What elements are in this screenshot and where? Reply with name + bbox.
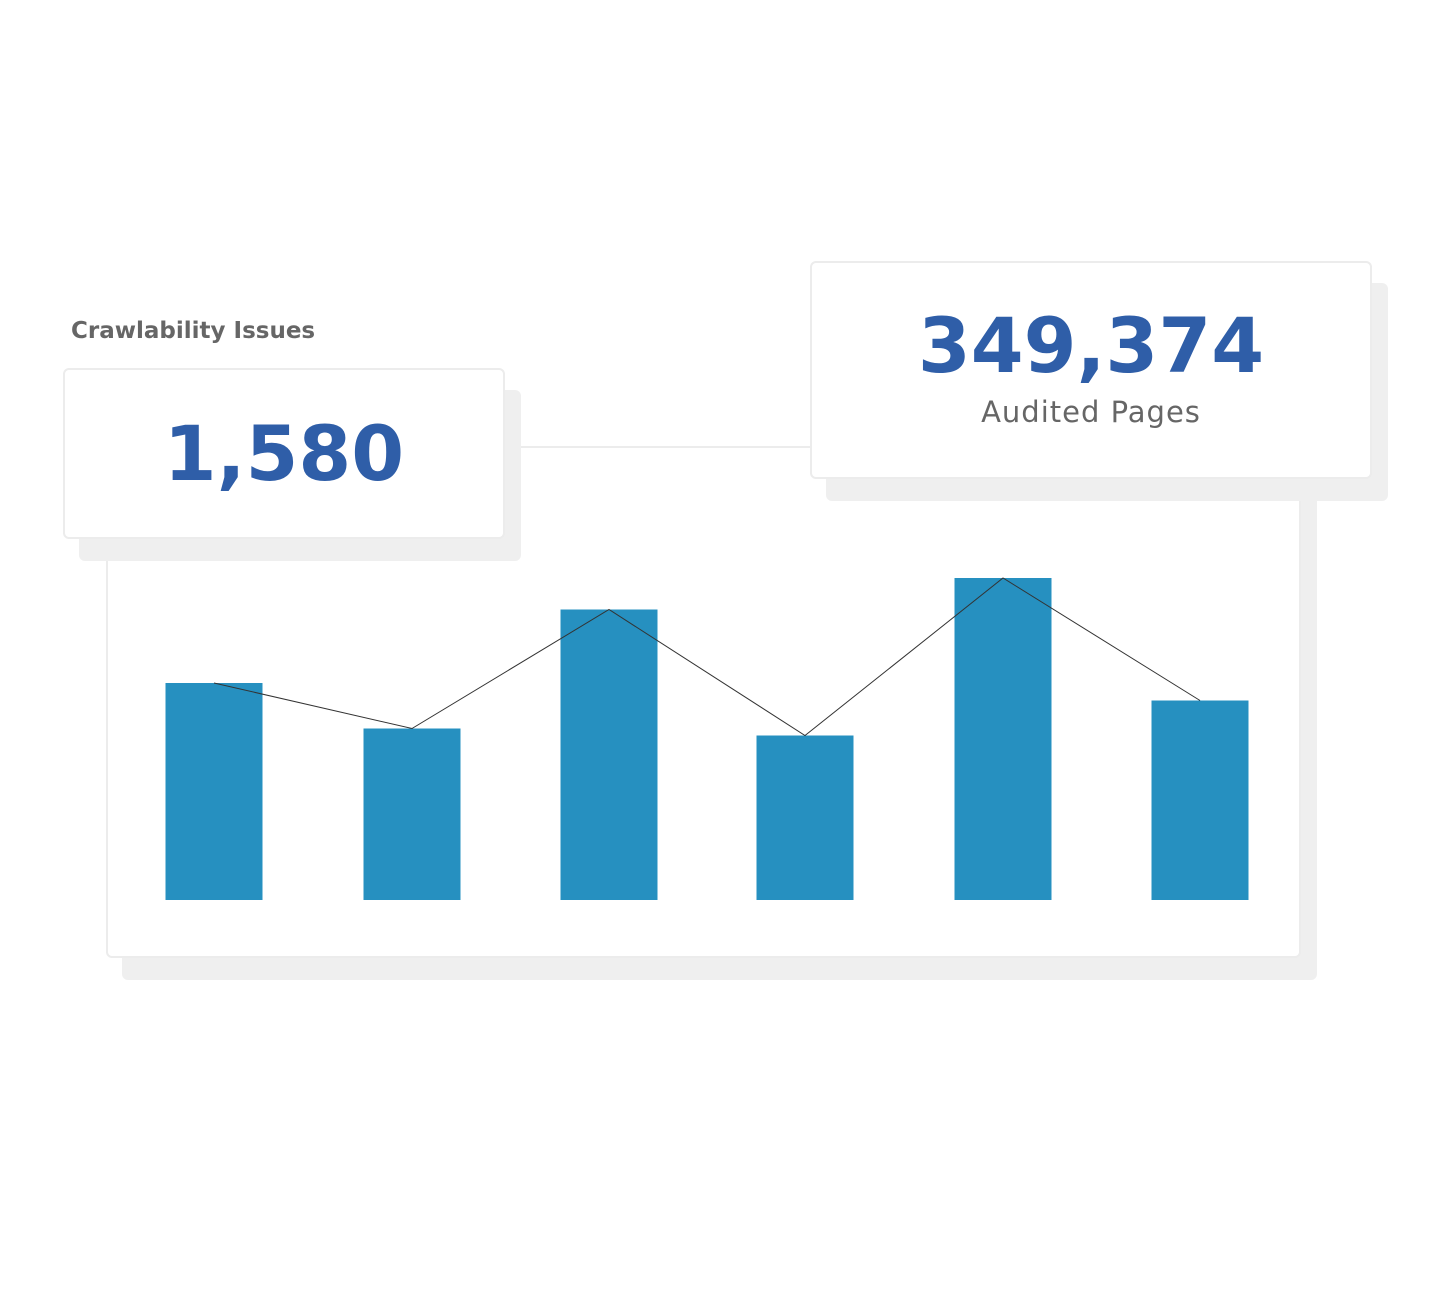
bar — [363, 728, 461, 900]
stat-card: 349,374 Audited Pages — [810, 261, 1372, 479]
bar — [560, 609, 658, 900]
stat-label: Audited Pages — [981, 395, 1201, 429]
bar — [165, 683, 263, 900]
bar — [1151, 700, 1249, 900]
stat-value: 349,374 — [917, 301, 1265, 390]
bar — [954, 578, 1052, 900]
stat-value: 1,580 — [163, 409, 405, 498]
stat-card: 1,580 — [63, 368, 505, 539]
bar — [756, 735, 854, 900]
trend-line — [213, 577, 1201, 737]
section-title: Crawlability Issues — [71, 318, 316, 344]
